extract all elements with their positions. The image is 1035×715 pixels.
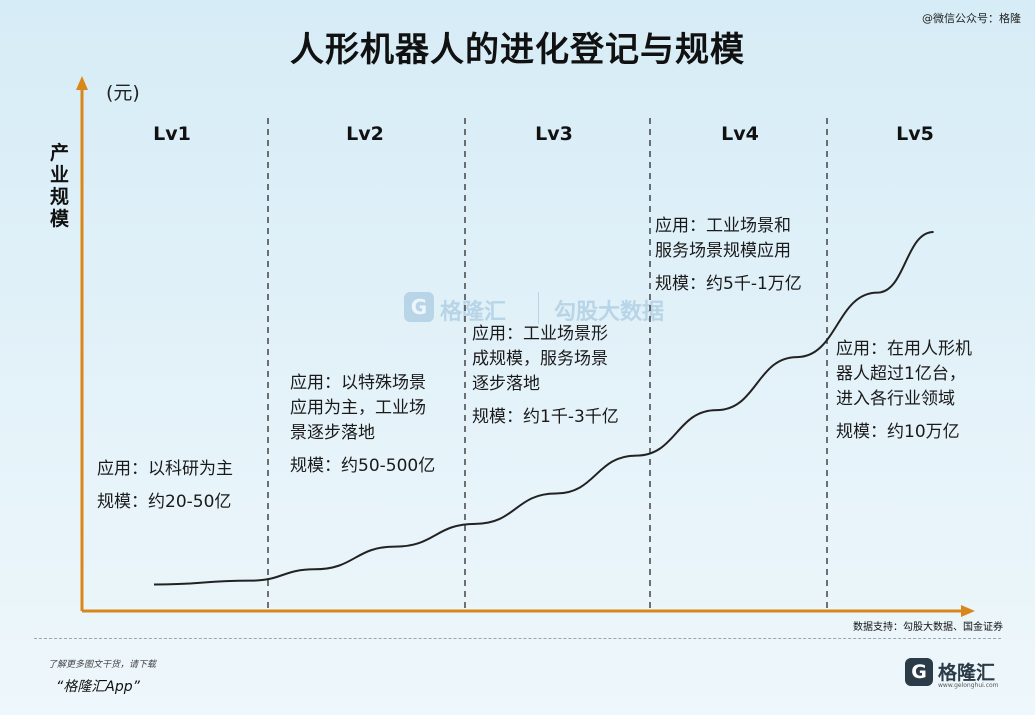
- stage-4-description: 应用：工业场景和 服务场景规模应用 规模：约5千-1万亿: [655, 214, 802, 297]
- stage-3-application-line: 应用：工业场景形: [472, 324, 608, 344]
- y-axis-label: 产业规模: [50, 142, 70, 230]
- level-label-3: Lv3: [535, 123, 573, 145]
- stage-3-scale: 规模：约1千-3千亿: [472, 407, 619, 427]
- stage-5-application-line: 器人超过1亿台，: [836, 364, 966, 384]
- stage-2-application-line: 景逐步落地: [290, 423, 375, 443]
- level-label-4: Lv4: [721, 123, 759, 145]
- watermark-brand-b: 勾股大数据: [554, 300, 665, 325]
- chart-title: 人形机器人的进化登记与规模: [290, 30, 745, 70]
- stage-4-scale: 规模：约5千-1万亿: [655, 274, 802, 294]
- stage-2-scale: 规模：约50-500亿: [290, 456, 436, 476]
- stage-5-application-line: 进入各行业领域: [836, 389, 955, 409]
- data-source: 数据支持：勾股大数据、国金证券: [853, 622, 1003, 633]
- logo-text: 格隆汇: [938, 662, 996, 684]
- stage-5-description: 应用：在用人形机 器人超过1亿台， 进入各行业领域 规模：约10万亿: [836, 337, 972, 445]
- level-label-1: Lv1: [153, 123, 191, 145]
- stage-3-application-line: 逐步落地: [472, 374, 540, 394]
- growth-curve: [153, 231, 934, 586]
- stage-5-application-line: 应用：在用人形机: [836, 339, 972, 359]
- stage-3-description: 应用：工业场景形 成规模，服务场景 逐步落地规模：约1千-3千亿: [472, 322, 619, 430]
- y-axis-unit: (元): [106, 82, 140, 104]
- brand-logo[interactable]: G 格隆汇 www.gelonghui.com: [905, 655, 1005, 695]
- watermark-brand-a: 格隆汇: [440, 300, 507, 325]
- stage-2-application-line: 应用为主，工业场: [290, 398, 426, 418]
- stage-3-application-line: 成规模，服务场景: [472, 349, 608, 369]
- stage-4-application-line: 服务场景规模应用: [655, 241, 791, 261]
- level-label-2: Lv2: [346, 123, 384, 145]
- x-axis-arrow: [961, 605, 975, 617]
- footer-divider: [34, 638, 1001, 639]
- watermark-divider: [538, 292, 539, 324]
- level-label-5: Lv5: [896, 123, 934, 145]
- logo-url: www.gelonghui.com: [938, 682, 999, 689]
- stage-2-application-line: 应用：以特殊场景: [290, 373, 426, 393]
- corner-watermark: @微信公众号：格隆: [922, 12, 1021, 25]
- stage-1-application-line: 应用：以科研为主: [97, 459, 233, 479]
- footer-note: 了解更多图文干货，请下载: [48, 660, 157, 670]
- stage-5-scale: 规模：约10万亿: [836, 422, 960, 442]
- stage-2-description: 应用：以特殊场景 应用为主，工业场 景逐步落地规模：约50-500亿: [290, 371, 435, 479]
- stage-1-scale: 规模：约20-50亿: [97, 492, 232, 512]
- footer-app-name[interactable]: “格隆汇App”: [56, 679, 140, 695]
- center-watermark: G 格隆汇 勾股大数据: [404, 288, 704, 332]
- watermark-logo-icon: G: [404, 292, 434, 322]
- logo-icon: G: [905, 658, 933, 686]
- stage-1-description: 应用：以科研为主 规模：约20-50亿: [97, 457, 233, 515]
- y-axis-arrow: [76, 76, 88, 90]
- stage-4-application-line: 应用：工业场景和: [655, 216, 791, 236]
